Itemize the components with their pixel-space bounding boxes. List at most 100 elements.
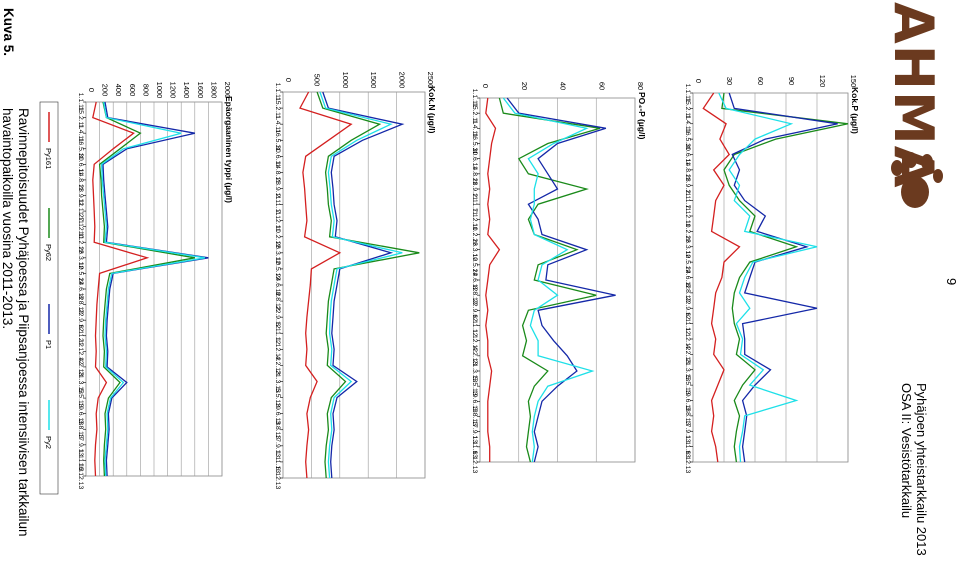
date-tick-label: 15.2.11	[471, 102, 478, 124]
date-tick-label: 1.4.11	[274, 115, 281, 134]
plot-frame	[692, 92, 849, 463]
date-tick-label: 16.5.11	[274, 129, 281, 151]
date-tick-label: 10.2.12	[471, 223, 478, 246]
value-tick-label: 2000	[398, 72, 407, 89]
date-tick-label: 1.1.11	[77, 93, 84, 112]
date-tick-label: 3.8.13	[274, 420, 281, 439]
value-tick-label: 30	[725, 77, 734, 85]
value-tick-label: 60	[756, 77, 765, 85]
date-tick-label: 5.5.13	[77, 389, 84, 408]
date-tick-label: 30.6.11	[77, 153, 84, 175]
date-tick-label: 14.8.11	[684, 159, 691, 181]
date-tick-label: 16.5.11	[684, 128, 691, 150]
date-tick-label: 24.6.12	[684, 266, 691, 289]
series-line-Py62	[721, 92, 849, 463]
date-tick-label: 7.12.11	[274, 210, 281, 232]
date-tick-label: 1.11.13	[471, 436, 478, 458]
date-tick-label: 28.9.11	[684, 174, 691, 196]
date-tick-label: 6.11.12	[471, 314, 478, 336]
value-tick-label: 0	[284, 78, 293, 82]
date-tick-label: 28.9.11	[77, 184, 84, 206]
value-tick-label: 1500	[369, 72, 378, 89]
value-tick-label: 600	[128, 84, 137, 97]
chart-title: PO₄-P (µg/l)	[637, 92, 647, 140]
chart-2: 0 20 40 60 80 1.1.1115.2.111.4.1116.5.1130.6.…	[471, 82, 647, 474]
date-tick-label: 10.5.12	[471, 253, 478, 276]
date-tick-label: 5.5.13	[274, 388, 281, 407]
date-tick-label: 1.12.12	[471, 329, 478, 352]
date-tick-label: 6.11.12	[274, 322, 281, 344]
date-tick-label: 6.12.13	[684, 451, 691, 474]
date-tick-label: 30.6.11	[274, 145, 281, 167]
value-tick-label: 2500	[426, 72, 435, 89]
date-tick-label: 22.9.12	[471, 299, 478, 322]
date-tick-label: 2.11.11	[471, 193, 478, 215]
date-tick-label: 1.4.11	[77, 124, 84, 143]
value-tick-label: 500	[312, 74, 321, 87]
series-line-Py161	[702, 92, 741, 463]
value-tick-label: 1400	[182, 82, 191, 99]
date-tick-label: 17.9.13	[77, 433, 84, 456]
date-tick-label: 1.12.12	[684, 328, 691, 351]
value-tick-label: 0	[694, 79, 703, 83]
date-tick-label: 26.3.12	[274, 241, 281, 264]
date-tick-label: 6.11.12	[77, 325, 84, 347]
series-line-Py2	[319, 91, 403, 479]
date-tick-label: 19.6.13	[471, 390, 478, 413]
date-tick-label: 21.12.12	[77, 338, 84, 365]
value-tick-label: 1800	[209, 82, 218, 99]
date-tick-label: 4.2.13	[684, 345, 691, 364]
date-tick-label: 14.8.11	[274, 161, 281, 183]
date-tick-label: 7.12.11	[471, 208, 478, 230]
date-tick-label: 21.3.13	[274, 370, 281, 393]
date-tick-label: 28.9.11	[274, 177, 281, 199]
legend-label: P1	[44, 340, 53, 349]
series-line-Py62	[316, 91, 420, 479]
series-line-Py62	[98, 101, 195, 477]
date-tick-label: 10.2.12	[684, 220, 691, 243]
value-tick-label: 40	[559, 82, 568, 90]
date-tick-label: 16.5.11	[471, 132, 478, 154]
date-tick-label: 1.11.13	[684, 436, 691, 458]
series-line-P1	[102, 101, 209, 477]
date-tick-label: 30.6.11	[471, 148, 478, 170]
date-tick-label: 24.6.12	[471, 269, 478, 292]
series-line-Py2	[502, 97, 595, 463]
date-tick-label: 1.11.13	[77, 449, 84, 471]
date-tick-label: 10.2.12	[274, 225, 281, 248]
date-tick-label: 1.4.11	[684, 115, 691, 134]
value-tick-label: 90	[787, 77, 796, 85]
date-tick-label: 26.3.12	[77, 246, 84, 269]
series-line-P1	[728, 92, 838, 463]
date-tick-label: 1.11.13	[274, 451, 281, 473]
series-line-P1	[506, 97, 616, 463]
date-tick-label: 22.9.12	[684, 297, 691, 320]
chart-1: 0 30 60 90 120 1501.1.1115.2.111.4.1116.5.113…	[684, 75, 860, 474]
date-tick-label: 28.9.11	[471, 178, 478, 200]
series-line-Py161	[485, 97, 501, 462]
date-tick-label: 14.8.11	[77, 169, 84, 191]
value-tick-label: 0	[87, 88, 96, 92]
date-tick-label: 22.9.12	[77, 309, 84, 332]
date-tick-label: 6.11.12	[684, 313, 691, 335]
date-tick-label: 30.6.11	[684, 143, 691, 165]
date-tick-label: 1.1.11	[684, 84, 691, 103]
legend: Py161 Py62 P1 Py2	[39, 101, 59, 495]
date-tick-label: 3.8.13	[684, 406, 691, 425]
value-tick-label: 1000	[341, 72, 350, 89]
date-tick-label: 26.3.12	[684, 235, 691, 258]
chart-3: 0 500 1000 1500 2000 25001.1.1115.2.111.4.111…	[274, 72, 437, 490]
date-tick-label: 8.8.12	[274, 292, 281, 311]
date-tick-label: 17.9.13	[684, 420, 691, 443]
date-tick-label: 2.11.11	[684, 190, 691, 212]
series-line-Py2	[100, 101, 206, 477]
date-tick-label: 10.5.12	[274, 258, 281, 281]
legend-box	[39, 101, 59, 495]
date-tick-label: 8.8.12	[471, 286, 478, 305]
date-tick-label: 19.6.13	[274, 402, 281, 425]
series-line-Py2	[718, 92, 818, 463]
plot-frame	[282, 91, 426, 479]
value-tick-label: 400	[114, 84, 123, 97]
chart-title: Kok.P (µg/l)	[850, 87, 860, 134]
date-tick-label: 10.5.12	[684, 251, 691, 274]
